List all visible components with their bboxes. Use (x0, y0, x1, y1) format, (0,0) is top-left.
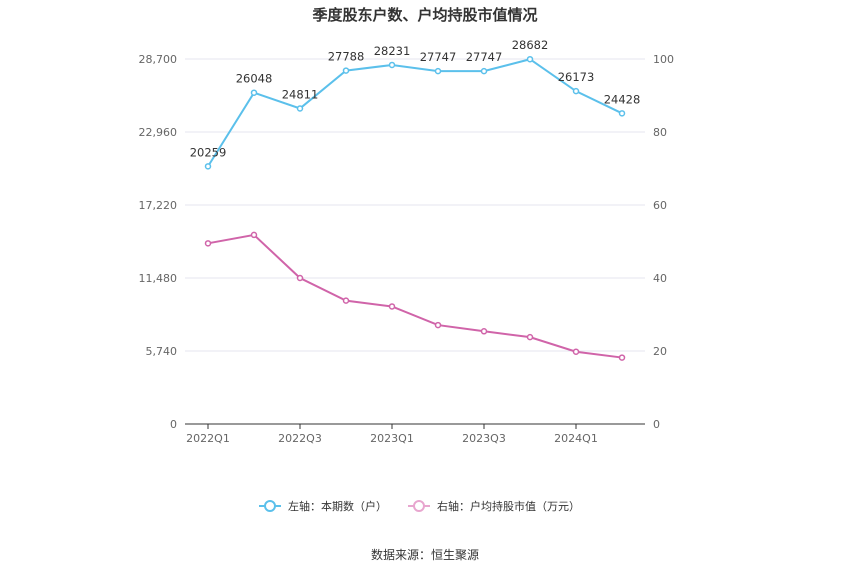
data-point (204, 240, 212, 247)
data-point (480, 328, 488, 335)
right-tick-label: 0 (653, 418, 660, 431)
left-tick-label: 22,960 (139, 126, 178, 139)
x-tick-label: 2023Q1 (370, 432, 414, 445)
data-point (342, 67, 350, 74)
x-tick-label: 2022Q3 (278, 432, 322, 445)
data-point (572, 87, 580, 95)
left-tick-label: 17,220 (139, 199, 178, 212)
data-point (296, 105, 304, 112)
data-label: 28682 (512, 38, 549, 52)
data-point (618, 354, 626, 361)
right-axis: 0 20 40 60 80 100 (653, 53, 674, 431)
series-line-1 (207, 58, 623, 167)
left-tick-label: 28,700 (139, 53, 178, 66)
series-layer: 20259 26048 24811 27788 28231 27747 27747 28682… (190, 38, 641, 361)
right-tick-label: 80 (653, 126, 667, 139)
legend-label: 右轴：户均持股市值（万元） (437, 499, 580, 513)
left-axis: 0 5,740 11,480 17,220 22,960 28,700 (139, 53, 178, 431)
data-point (204, 163, 212, 170)
x-tick-label: 2024Q1 (554, 432, 598, 445)
data-point (250, 231, 258, 239)
legend-item-2[interactable]: 右轴：户均持股市值（万元） (408, 499, 580, 513)
data-label: 27788 (328, 50, 365, 64)
data-point (526, 55, 534, 63)
left-tick-label: 5,740 (146, 345, 178, 358)
x-axis: 2022Q1 2022Q3 2023Q1 2023Q3 2024Q1 (185, 423, 645, 445)
data-label: 26048 (236, 72, 273, 86)
right-tick-label: 40 (653, 272, 667, 285)
data-point (434, 67, 442, 75)
right-tick-label: 60 (653, 199, 667, 212)
data-label: 27747 (420, 50, 457, 64)
right-tick-label: 20 (653, 345, 667, 358)
data-point (572, 348, 580, 355)
data-point (250, 89, 258, 96)
data-label: 24811 (282, 87, 319, 101)
legend-marker (413, 500, 425, 512)
data-point (388, 61, 396, 69)
data-label: 24428 (604, 92, 641, 106)
data-point (526, 333, 534, 341)
left-tick-label: 0 (170, 418, 177, 431)
legend-item-1[interactable]: 左轴：本期数（户） (259, 499, 387, 513)
data-point (342, 297, 350, 304)
legend[interactable]: 左轴：本期数（户） 右轴：户均持股市值（万元） (259, 499, 580, 513)
data-point (618, 110, 626, 117)
data-label: 28231 (374, 44, 411, 58)
chart-title: 季度股东户数、户均持股市值情况 (312, 6, 537, 24)
legend-label: 左轴：本期数（户） (288, 499, 387, 513)
data-label: 27747 (466, 50, 503, 64)
series-line-2 (207, 233, 623, 359)
grid-lines (185, 58, 645, 352)
data-point (480, 67, 488, 75)
data-point (388, 303, 396, 310)
right-tick-label: 100 (653, 53, 674, 66)
data-label: 20259 (190, 145, 227, 159)
data-label: 26173 (558, 70, 595, 84)
left-tick-label: 11,480 (139, 272, 178, 285)
legend-marker (264, 500, 276, 512)
data-point (296, 274, 304, 282)
x-tick-label: 2023Q3 (462, 432, 506, 445)
source-note: 数据来源：恒生聚源 (371, 547, 479, 562)
data-point (434, 321, 442, 329)
x-tick-label: 2022Q1 (186, 432, 230, 445)
